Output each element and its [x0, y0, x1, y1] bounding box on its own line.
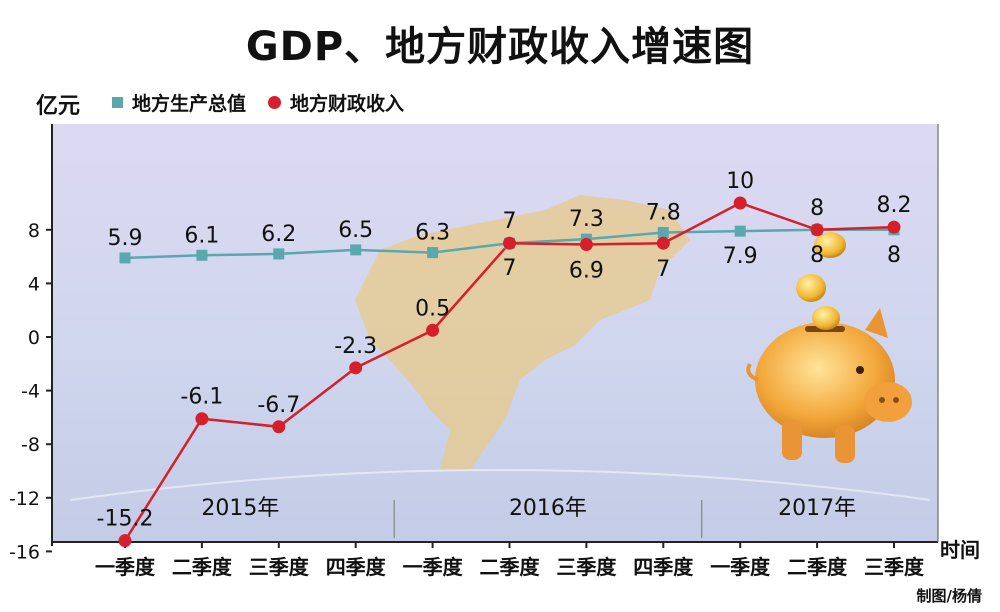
x-tick-label: 四季度	[326, 555, 387, 579]
x-tick-label: 一季度	[710, 555, 771, 579]
year-label: 2015年	[201, 496, 279, 521]
x-tick-label: 二季度	[480, 555, 541, 579]
gdp-point	[196, 249, 208, 261]
legend-circle-marker	[268, 96, 282, 109]
x-tick-label: 一季度	[95, 555, 156, 579]
gdp-data-label: 6.2	[261, 222, 296, 247]
y-tick-label: 4	[28, 273, 40, 295]
revenue-point	[810, 223, 824, 237]
y-tick-label: -16	[9, 541, 40, 563]
gdp-point	[427, 247, 439, 259]
year-label: 2016年	[509, 496, 587, 521]
gdp-data-label: 7.8	[646, 200, 681, 225]
revenue-data-label: -2.3	[334, 334, 377, 359]
revenue-point	[195, 412, 209, 426]
legend-item-revenue: 地方财政收入	[268, 89, 404, 116]
revenue-data-label: -15.2	[97, 507, 154, 532]
x-tick-label: 二季度	[787, 555, 848, 579]
revenue-data-label: 0.5	[415, 296, 450, 321]
legend-label-revenue: 地方财政收入	[290, 93, 405, 115]
revenue-point	[579, 238, 593, 252]
legend-label-gdp: 地方生产总值	[132, 93, 247, 115]
revenue-point	[426, 323, 440, 337]
legend-square-marker	[112, 97, 123, 108]
revenue-point	[349, 361, 363, 375]
revenue-point	[887, 220, 901, 234]
gdp-data-label: 7.9	[723, 244, 758, 269]
revenue-data-label: 6.9	[569, 259, 604, 284]
revenue-data-label: -6.7	[257, 393, 300, 418]
legend: 地方生产总值 地方财政收入	[112, 89, 404, 116]
revenue-data-label: 8.2	[877, 193, 912, 218]
x-tick-label: 三季度	[556, 555, 617, 579]
revenue-data-label: 7	[503, 209, 517, 234]
gdp-data-label: 6.5	[338, 218, 373, 243]
gdp-data-label: 6.3	[415, 221, 450, 246]
x-tick-label: 四季度	[633, 555, 694, 579]
y-tick-label: -8	[21, 434, 40, 456]
y-tick-label: 8	[28, 220, 40, 242]
gdp-point	[119, 252, 131, 264]
piggy-bank-illustration	[746, 232, 912, 463]
revenue-data-label: -6.1	[180, 385, 223, 410]
y-axis-unit-label: 亿元	[36, 94, 81, 119]
gdp-data-label: 8	[887, 243, 901, 268]
revenue-point	[733, 196, 747, 210]
x-tick-label: 三季度	[249, 555, 310, 579]
gdp-data-label: 7	[503, 256, 517, 281]
revenue-point	[118, 534, 132, 548]
gdp-data-label: 6.1	[184, 223, 219, 248]
gdp-data-label: 7.3	[569, 207, 604, 232]
x-tick-label: 三季度	[864, 555, 925, 579]
y-tick-label: -4	[21, 381, 40, 403]
revenue-data-label: 7	[656, 257, 670, 282]
revenue-point	[656, 236, 670, 250]
chart-title: GDP、地方财政收入增速图	[245, 24, 755, 70]
gdp-point	[350, 244, 362, 256]
y-tick-label: -12	[9, 488, 40, 510]
y-tick-label: 0	[28, 327, 40, 349]
revenue-data-label: 8	[810, 196, 824, 221]
revenue-data-label: 10	[726, 169, 754, 194]
revenue-point	[272, 420, 286, 434]
legend-item-gdp: 地方生产总值	[112, 89, 246, 116]
x-tick-label: 二季度	[172, 555, 233, 579]
year-label: 2017年	[778, 496, 856, 521]
x-axis-title: 时间	[940, 538, 980, 562]
gdp-point	[657, 226, 669, 238]
x-tick-label: 一季度	[403, 555, 464, 579]
map-shape	[355, 195, 690, 470]
credit-label: 制图/杨倩	[916, 587, 982, 605]
revenue-point	[503, 236, 516, 250]
gdp-point	[734, 225, 746, 237]
gdp-point	[273, 248, 285, 260]
gdp-data-label: 5.9	[108, 226, 143, 251]
gdp-data-label: 8	[810, 243, 824, 268]
